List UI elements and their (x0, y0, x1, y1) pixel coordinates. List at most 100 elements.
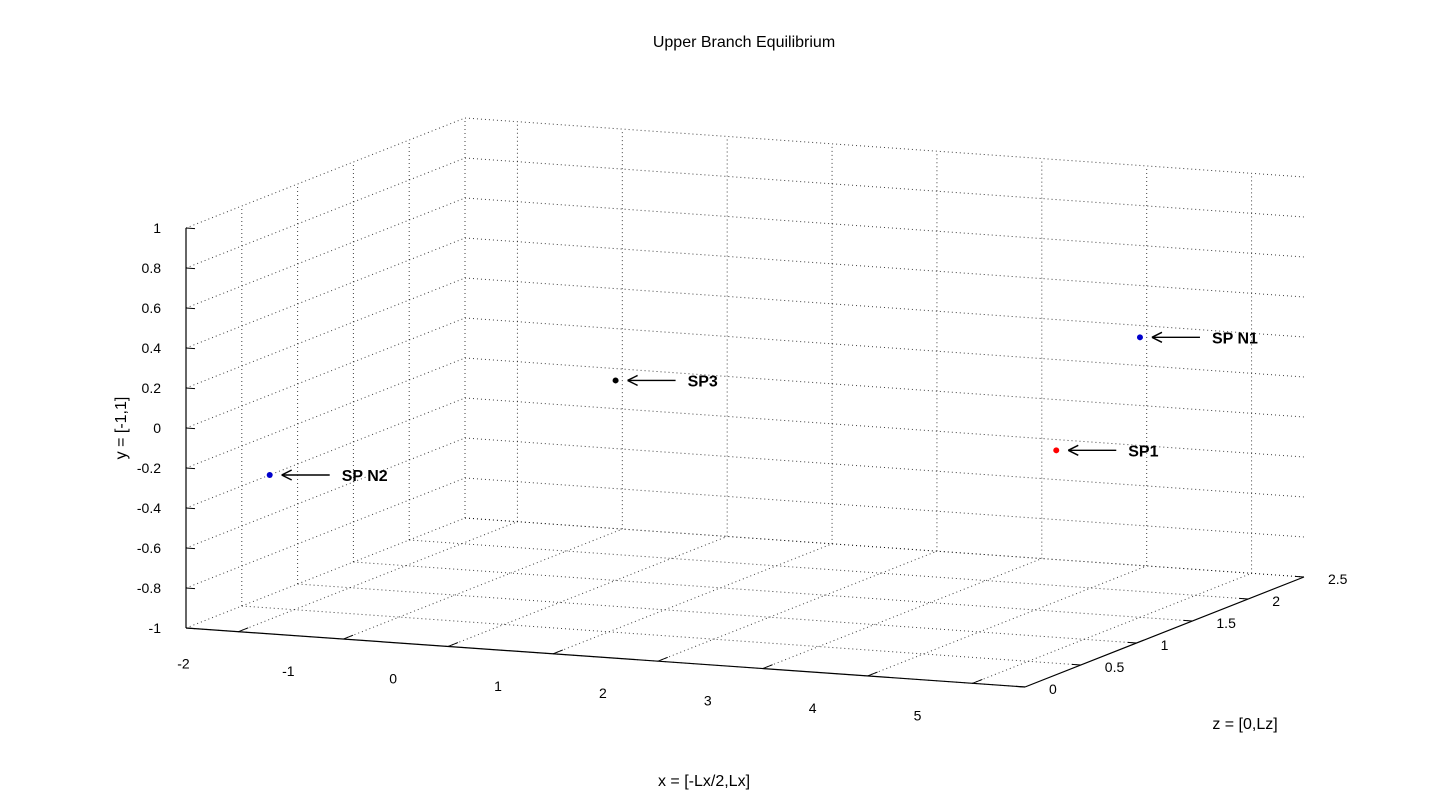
x-tick-mark (972, 678, 983, 684)
y-tick-label: -0.6 (137, 540, 161, 556)
z-axis-label: z = [0,Lz] (1212, 716, 1277, 733)
y-tick-mark (185, 427, 196, 430)
z-tick-label: 1.5 (1216, 615, 1236, 631)
data-point-sp-n1 (1136, 334, 1143, 341)
annotation-arrowhead-sp-n2 (281, 469, 293, 481)
grid-line-back-y (464, 397, 1305, 458)
z-tick-mark (1015, 685, 1026, 688)
z-tick-label: 0.5 (1105, 659, 1125, 675)
grid-line-back-y (464, 117, 1305, 178)
data-point-sp3 (612, 377, 619, 384)
y-tick-label: 0.8 (142, 260, 162, 276)
grid-line-floor-z (353, 561, 1193, 622)
z-tick-label: 2.5 (1328, 571, 1348, 587)
x-tick-label: 1 (494, 678, 502, 694)
grid-line-back-y (464, 237, 1305, 298)
grid-line-floor-z (241, 605, 1081, 666)
annotation-arrowhead-sp-n1 (1151, 331, 1163, 343)
y-tick-mark (185, 587, 196, 590)
grid-layer (185, 117, 1305, 688)
y-tick-label: 0 (153, 420, 161, 436)
x-tick-mark (867, 671, 878, 677)
y-tick-label: 0.6 (142, 300, 162, 316)
x-tick-label: 0 (389, 670, 397, 686)
grid-line-side-y (185, 117, 466, 229)
grid-line-floor-z (297, 583, 1137, 644)
grid-line-back-y (464, 477, 1305, 538)
y-tick-mark (185, 547, 196, 550)
annotation-label-sp3: SP3 (688, 373, 718, 390)
y-tick-mark (185, 627, 196, 630)
x-tick-label: -1 (282, 663, 295, 679)
x-tick-label: 4 (809, 700, 817, 716)
x-tick-mark (238, 627, 249, 633)
grid-line-floor-x (762, 558, 1042, 670)
grid-line-back-y (464, 357, 1305, 418)
grid-line-side-y (185, 477, 466, 589)
chart-title: Upper Branch Equilibrium (653, 34, 835, 51)
y-tick-label: -1 (149, 620, 162, 636)
annotation-arrowhead-sp1 (1067, 444, 1079, 456)
z-tick-mark (1127, 641, 1137, 644)
z-tick-label: 2 (1272, 593, 1280, 609)
data-point-sp1 (1053, 447, 1060, 454)
x-tick-label: 3 (704, 693, 712, 709)
annotation-arrowhead-sp3 (627, 374, 638, 387)
y-tick-mark (185, 227, 196, 230)
y-tick-label: -0.8 (137, 580, 161, 596)
grid-line-floor-x (448, 535, 728, 647)
x-tick-mark (448, 642, 459, 647)
z-axis-line (1024, 576, 1305, 688)
data-point-sp-n2 (266, 472, 273, 478)
grid-line-floor-z (464, 517, 1305, 578)
z-tick-label: 0 (1049, 681, 1057, 697)
z-tick-mark (1183, 619, 1193, 622)
x-tick-label: 2 (599, 685, 607, 701)
y-tick-mark (185, 267, 196, 270)
x-tick-label: 5 (914, 707, 922, 723)
grid-line-side-y (185, 277, 466, 389)
grid-line-side-y (185, 317, 466, 429)
grid-line-back-y (464, 437, 1305, 498)
z-tick-mark (1294, 575, 1305, 578)
tick-label-layer: -2 -1 0 1 2 3 4 5 -1 -0.8 -0.6 -0.4 -0.2 0 0.2 0.4 0.6 0.… (137, 220, 1348, 723)
annotation-label-sp-n1: SP N1 (1212, 330, 1258, 347)
grid-line-side-y (185, 157, 466, 269)
y-tick-label: 0.2 (142, 380, 162, 396)
axis-layer (185, 227, 1305, 688)
annotation-label-sp1: SP1 (1128, 443, 1158, 460)
y-tick-label: -0.4 (137, 500, 161, 516)
y-tick-mark (185, 347, 196, 350)
y-tick-label: 0.4 (142, 340, 162, 356)
x-tick-mark (343, 634, 354, 640)
y-tick-mark (185, 467, 196, 470)
x-tick-label: -2 (177, 656, 190, 672)
y-axis-label: y = [-1,1] (113, 397, 130, 460)
grid-line-back-y (464, 317, 1305, 378)
grid-line-side-y (185, 197, 466, 309)
grid-line-side-y (185, 397, 466, 509)
grid-line-floor-z (409, 539, 1249, 600)
z-tick-label: 1 (1161, 637, 1169, 653)
x-tick-mark (552, 649, 564, 655)
y-tick-mark (185, 307, 196, 310)
y-tick-label: 1 (153, 220, 161, 236)
x-tick-mark (657, 656, 668, 662)
grid-line-back-y (464, 157, 1305, 218)
x-tick-mark (762, 664, 773, 670)
x-axis-line (185, 627, 1026, 688)
grid-line-back-y (464, 277, 1305, 338)
y-tick-mark (185, 387, 196, 390)
z-tick-mark (1239, 597, 1249, 600)
grid-line-side-y (185, 357, 466, 469)
y-tick-label: -0.2 (137, 460, 161, 476)
grid-line-side-y (185, 517, 466, 629)
grid-line-floor-x (343, 528, 623, 640)
y-tick-mark (185, 507, 196, 510)
x-axis-label: x = [-Lx/2,Lx] (658, 773, 750, 790)
grid-line-side-y (185, 437, 466, 549)
grid-line-back-y (464, 197, 1305, 258)
annotation-label-sp-n2: SP N2 (342, 468, 388, 485)
grid-line-side-y (185, 237, 466, 349)
